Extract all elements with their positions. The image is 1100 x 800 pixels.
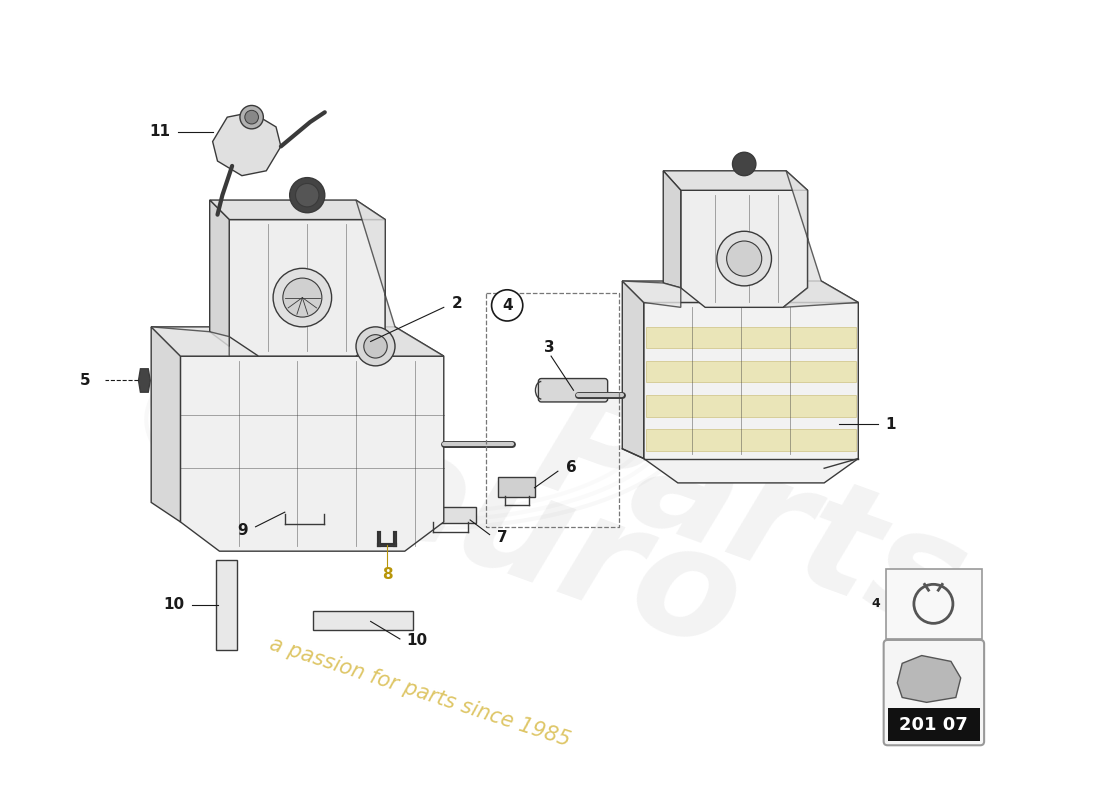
Polygon shape bbox=[663, 170, 807, 190]
Text: 9: 9 bbox=[238, 523, 248, 538]
Text: 10: 10 bbox=[163, 598, 185, 612]
Text: 10: 10 bbox=[407, 634, 428, 649]
Circle shape bbox=[364, 334, 387, 358]
Polygon shape bbox=[623, 281, 858, 302]
FancyBboxPatch shape bbox=[498, 477, 536, 497]
Polygon shape bbox=[646, 430, 857, 450]
Text: 8: 8 bbox=[382, 567, 393, 582]
FancyBboxPatch shape bbox=[538, 378, 607, 402]
Polygon shape bbox=[644, 302, 858, 483]
Polygon shape bbox=[623, 281, 643, 458]
Polygon shape bbox=[151, 327, 180, 522]
Polygon shape bbox=[151, 327, 443, 356]
Text: Parts: Parts bbox=[517, 371, 986, 663]
Circle shape bbox=[356, 327, 395, 366]
Polygon shape bbox=[210, 200, 229, 346]
Polygon shape bbox=[229, 219, 385, 356]
Text: 6: 6 bbox=[565, 460, 576, 474]
Text: 2: 2 bbox=[452, 296, 462, 311]
Text: 4: 4 bbox=[871, 598, 880, 610]
Circle shape bbox=[733, 152, 756, 176]
Circle shape bbox=[727, 241, 761, 276]
Text: 4: 4 bbox=[502, 298, 513, 313]
FancyBboxPatch shape bbox=[883, 640, 984, 746]
Text: a passion for parts since 1985: a passion for parts since 1985 bbox=[266, 634, 572, 750]
Polygon shape bbox=[646, 327, 857, 348]
Polygon shape bbox=[212, 112, 280, 176]
FancyBboxPatch shape bbox=[276, 499, 332, 515]
FancyBboxPatch shape bbox=[314, 610, 412, 630]
Circle shape bbox=[273, 268, 331, 327]
Circle shape bbox=[240, 106, 263, 129]
Text: 1: 1 bbox=[886, 417, 896, 432]
Polygon shape bbox=[210, 200, 385, 219]
Polygon shape bbox=[646, 361, 857, 382]
Text: 201 07: 201 07 bbox=[899, 716, 968, 734]
FancyBboxPatch shape bbox=[888, 708, 980, 742]
Text: 11: 11 bbox=[150, 124, 170, 139]
Polygon shape bbox=[663, 170, 681, 288]
Text: 7: 7 bbox=[497, 530, 508, 545]
FancyBboxPatch shape bbox=[216, 560, 236, 650]
Text: 5: 5 bbox=[80, 373, 90, 388]
Text: euro: euro bbox=[341, 409, 761, 683]
Polygon shape bbox=[139, 369, 151, 392]
Circle shape bbox=[289, 178, 324, 213]
Polygon shape bbox=[898, 655, 960, 702]
Circle shape bbox=[492, 290, 522, 321]
Polygon shape bbox=[151, 327, 229, 356]
Circle shape bbox=[245, 110, 258, 124]
FancyBboxPatch shape bbox=[365, 514, 409, 534]
FancyBboxPatch shape bbox=[886, 569, 982, 639]
Polygon shape bbox=[681, 190, 807, 307]
Polygon shape bbox=[356, 200, 443, 356]
Polygon shape bbox=[623, 281, 681, 307]
Circle shape bbox=[296, 183, 319, 207]
Text: 3: 3 bbox=[543, 340, 554, 355]
FancyBboxPatch shape bbox=[426, 507, 476, 523]
Polygon shape bbox=[180, 356, 443, 551]
Circle shape bbox=[283, 278, 322, 317]
Circle shape bbox=[717, 231, 771, 286]
Polygon shape bbox=[646, 395, 857, 417]
Polygon shape bbox=[783, 170, 858, 307]
